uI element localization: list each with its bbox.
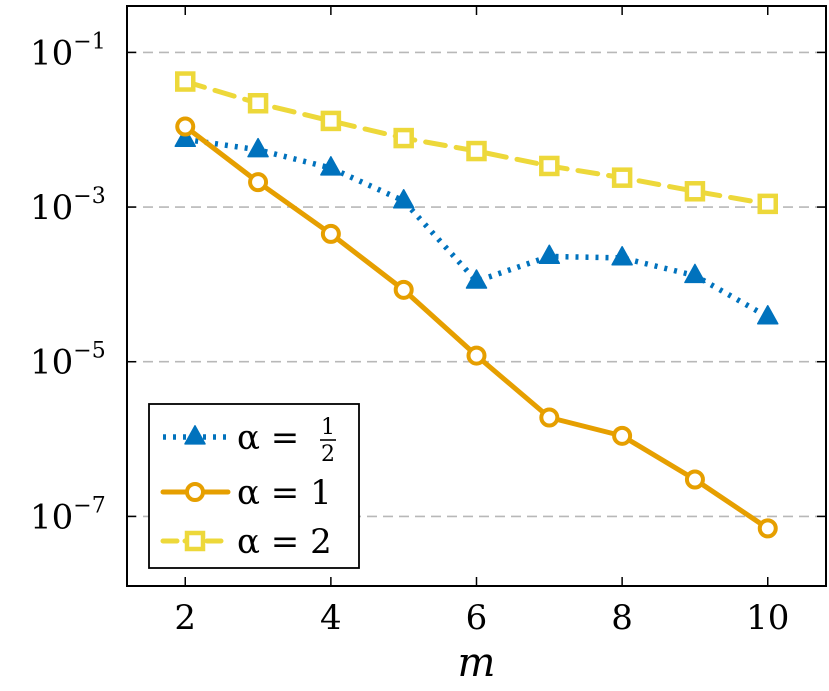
- legend: α = 12 α = 1 α = 2: [148, 403, 360, 569]
- circle-marker: [175, 116, 196, 137]
- legend-fraction-numerator: 1: [321, 415, 335, 440]
- series-circle: [175, 116, 778, 539]
- square-marker: [684, 181, 706, 202]
- legend-label: α = 2: [237, 522, 332, 562]
- axes-frame: [126, 5, 827, 587]
- triangle-marker: [247, 137, 269, 158]
- triangle-marker: [392, 189, 415, 209]
- triangle-marker: [174, 127, 196, 147]
- triangle-marker: [611, 246, 633, 266]
- x-tick-label: 4: [320, 598, 342, 638]
- x-tick-label: 8: [611, 598, 633, 638]
- square-marker: [539, 155, 560, 177]
- square-marker: [466, 140, 487, 162]
- series-line: [184, 136, 770, 320]
- circle-marker: [393, 279, 414, 300]
- triangle-marker: [538, 244, 561, 265]
- legend-entry: α = 2: [160, 522, 332, 562]
- square-marker: [247, 93, 269, 114]
- triangle-marker: [757, 304, 779, 325]
- x-axis-label: m: [458, 640, 496, 686]
- legend-entry: α = 1: [160, 473, 332, 513]
- series-triangle: [174, 127, 779, 325]
- square-marker: [320, 110, 342, 132]
- square-marker: [393, 127, 414, 149]
- triangle-marker: [684, 263, 706, 284]
- series-group: [174, 71, 779, 539]
- circle-marker: [539, 407, 560, 428]
- circle-marker: [248, 172, 269, 193]
- y-tick-label: 10−1: [30, 29, 106, 73]
- legend-fraction-denominator: 2: [321, 442, 335, 467]
- circle-marker: [757, 518, 778, 539]
- circle-marker: [612, 425, 633, 446]
- series-square: [175, 71, 778, 215]
- legend-label: α =: [237, 418, 299, 458]
- triangle-marker: [465, 269, 488, 289]
- triangle-marker: [184, 425, 206, 445]
- square-marker: [757, 193, 778, 215]
- x-tick-label: 2: [174, 598, 196, 638]
- circle-marker: [185, 482, 205, 502]
- circle-marker: [684, 469, 705, 490]
- square-marker: [184, 530, 206, 552]
- x-tick-label: 6: [466, 598, 488, 638]
- tick-labels: 2 4 6 8 10 10−1 10−3 10−5 10−7: [30, 29, 789, 638]
- legend-entry: α = 12: [163, 415, 336, 467]
- legend-label: α = 1: [237, 473, 332, 513]
- circle-marker: [320, 223, 341, 244]
- square-marker: [611, 167, 633, 188]
- circle-marker: [466, 345, 487, 366]
- x-tick-label: 10: [746, 598, 789, 638]
- y-tick-label: 10−7: [30, 493, 106, 537]
- triangle-marker: [320, 156, 342, 176]
- square-marker: [175, 71, 196, 92]
- y-tick-label: 10−5: [30, 339, 106, 383]
- y-tick-label: 10−3: [30, 184, 106, 228]
